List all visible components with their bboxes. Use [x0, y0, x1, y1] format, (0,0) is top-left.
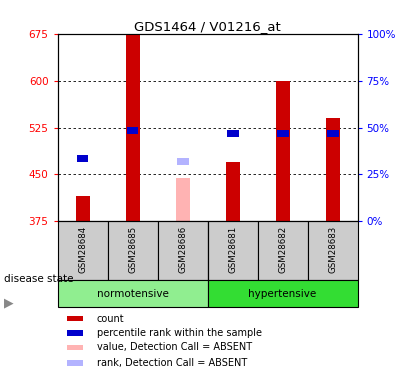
Bar [275, 81, 290, 221]
Bar [76, 155, 88, 162]
Bar [175, 177, 189, 221]
Bar [226, 162, 240, 221]
Text: percentile rank within the sample: percentile rank within the sample [97, 328, 261, 338]
Text: GSM28685: GSM28685 [128, 226, 137, 273]
Text: ▶: ▶ [4, 297, 14, 309]
Bar [326, 118, 339, 221]
Title: GDS1464 / V01216_at: GDS1464 / V01216_at [134, 20, 281, 33]
Bar [157, 221, 208, 280]
Bar [226, 130, 238, 137]
Text: GSM28681: GSM28681 [228, 226, 237, 273]
Bar [67, 360, 83, 366]
Bar [277, 130, 289, 137]
Text: hypertensive: hypertensive [248, 289, 317, 298]
Bar [177, 158, 189, 165]
Bar [58, 221, 108, 280]
Bar [127, 127, 139, 134]
Bar [307, 221, 358, 280]
Text: rank, Detection Call = ABSENT: rank, Detection Call = ABSENT [97, 358, 247, 368]
Text: GSM28682: GSM28682 [278, 226, 287, 273]
Text: GSM28683: GSM28683 [328, 226, 337, 273]
Bar [208, 221, 258, 280]
Bar [67, 345, 83, 350]
Text: value, Detection Call = ABSENT: value, Detection Call = ABSENT [97, 342, 252, 352]
Bar [76, 196, 90, 221]
Text: GSM28684: GSM28684 [78, 226, 87, 273]
Text: disease state: disease state [4, 274, 74, 284]
Bar [108, 221, 157, 280]
Bar [67, 316, 83, 321]
Bar [67, 330, 83, 336]
Text: normotensive: normotensive [97, 289, 169, 298]
Bar [125, 34, 140, 221]
Bar [327, 130, 339, 137]
Bar [208, 280, 358, 307]
Text: GSM28686: GSM28686 [178, 226, 187, 273]
Bar [58, 280, 208, 307]
Bar [258, 221, 307, 280]
Text: count: count [97, 314, 124, 324]
